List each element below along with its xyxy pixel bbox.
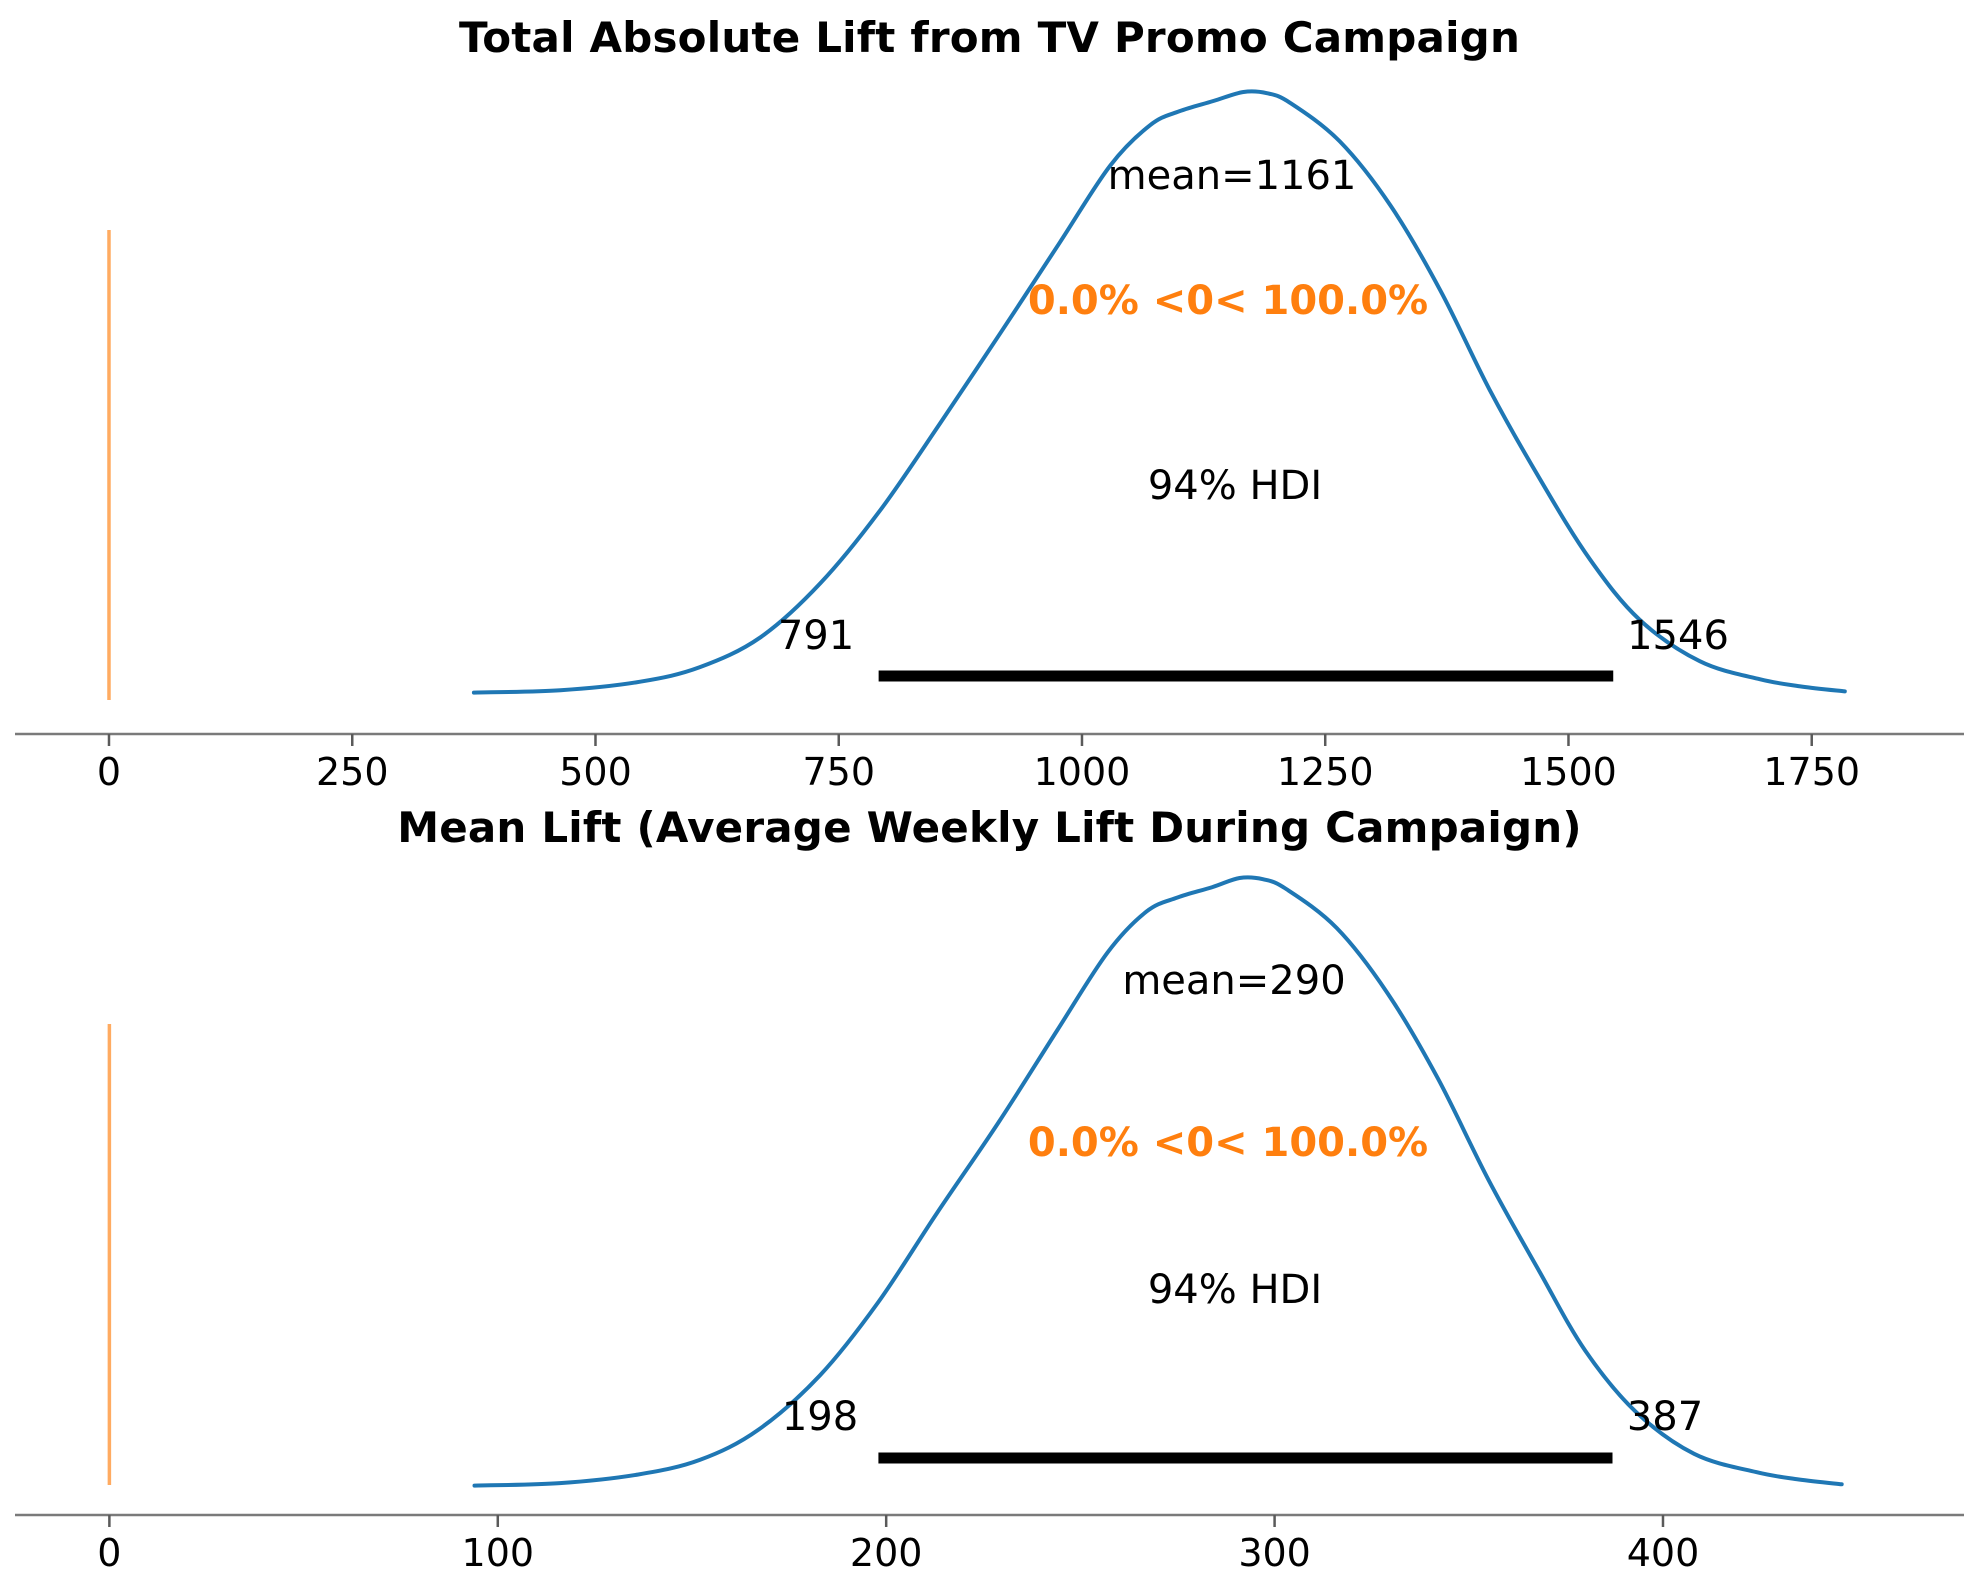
x-tick-label: 300 <box>1238 1531 1311 1575</box>
kde-curve <box>471 89 1847 695</box>
x-tick-label: 750 <box>802 750 875 794</box>
kde-curve <box>472 875 1844 1488</box>
hdi-lower-value: 198 <box>781 1394 859 1440</box>
ref-value-label: 0.0% <0< 100.0% <box>1027 1120 1429 1166</box>
x-tick-label: 0 <box>97 1531 122 1575</box>
x-tick-label: 1750 <box>1763 750 1861 794</box>
x-tick-label: 500 <box>559 750 632 794</box>
kde-plot-canvas <box>15 875 1964 1527</box>
x-tick-label: 1000 <box>1033 750 1131 794</box>
hdi-upper-value: 387 <box>1626 1394 1704 1440</box>
x-tick-label: 0 <box>96 750 122 794</box>
hdi-label: 94% HDI <box>1147 463 1323 509</box>
x-tick-label: 1500 <box>1520 750 1617 794</box>
mean-label: mean=1161 <box>1107 153 1357 199</box>
kde-plot-canvas <box>15 89 1964 746</box>
mean-label: mean=290 <box>1122 958 1346 1004</box>
x-tick-label: 400 <box>1626 1531 1700 1575</box>
plot-title: Total Absolute Lift from TV Promo Campai… <box>458 13 1521 62</box>
hdi-label: 94% HDI <box>1147 1267 1323 1313</box>
x-tick-label: 200 <box>849 1531 923 1575</box>
subplot-mean-lift: Mean Lift (Average Weekly Lift During Ca… <box>0 790 1979 1580</box>
plot-title: Mean Lift (Average Weekly Lift During Ca… <box>397 803 1582 852</box>
hdi-lower-value: 791 <box>777 613 855 659</box>
ref-value-label: 0.0% <0< 100.0% <box>1027 278 1429 324</box>
x-tick-label: 1250 <box>1276 750 1374 794</box>
x-tick-label: 250 <box>315 750 389 794</box>
subplot-total-absolute-lift: Total Absolute Lift from TV Promo Campai… <box>15 13 1964 794</box>
x-tick-label: 100 <box>461 1531 535 1575</box>
hdi-upper-value: 1546 <box>1627 613 1729 659</box>
